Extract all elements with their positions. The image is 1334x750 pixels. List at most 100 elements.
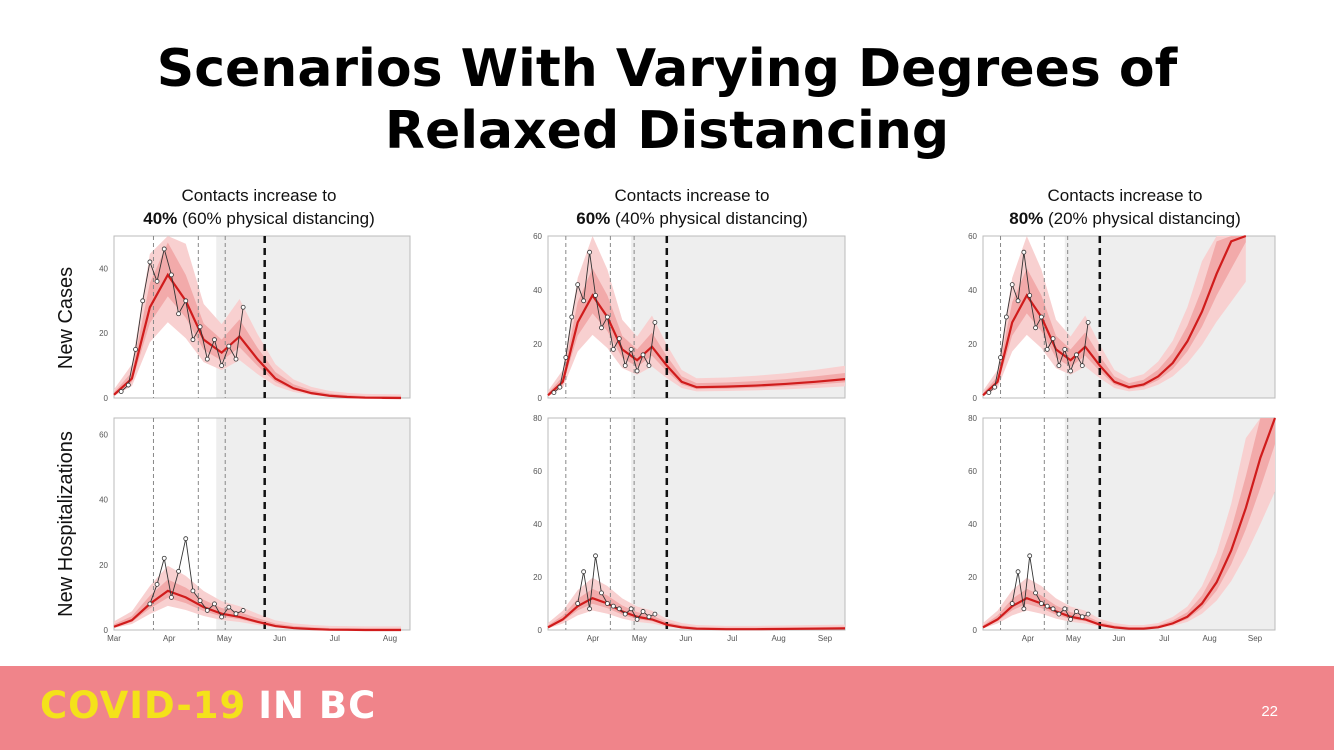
x-tick-label: Aug <box>383 634 397 643</box>
observed-point <box>1003 314 1009 320</box>
chart-heading-percent: 60% <box>576 209 615 228</box>
y-tick-label: 40 <box>968 520 977 529</box>
uncertainty-band-inner <box>548 268 845 396</box>
observed-point <box>986 390 992 396</box>
observed-point <box>575 282 581 288</box>
observed-point <box>1009 601 1015 606</box>
model-median-line <box>982 234 1247 397</box>
observed-point <box>652 611 658 617</box>
x-tick-label: Jun <box>273 634 286 643</box>
observed-point <box>1044 603 1050 609</box>
chart-heading-line-2: 80% (20% physical distancing) <box>1009 209 1241 228</box>
observed-point <box>640 609 646 614</box>
observed-point <box>616 606 622 612</box>
observed-point <box>176 311 181 317</box>
observed-point <box>569 314 575 320</box>
observed-point <box>118 389 124 394</box>
observed-point <box>1027 292 1033 298</box>
slide-title: Scenarios With Varying Degrees of Relaxe… <box>0 38 1334 162</box>
observed-point <box>212 337 217 343</box>
observed-point <box>1044 346 1050 352</box>
chart-heading-line-2: 60% (40% physical distancing) <box>576 209 808 228</box>
uncertainty-band-inner <box>114 579 402 630</box>
y-tick-label: 40 <box>99 496 108 505</box>
panel-frame <box>982 235 1276 399</box>
observed-point <box>147 601 153 607</box>
observed-point <box>204 356 210 362</box>
observed-point <box>1027 553 1033 559</box>
x-tick-label: Apr <box>1022 634 1035 643</box>
chart-heading-line-2: 40% (60% physical distancing) <box>143 209 375 228</box>
y-tick-label: 60 <box>968 467 977 476</box>
y-tick-label: 60 <box>99 430 108 439</box>
y-tick-label: 80 <box>968 414 977 423</box>
observed-point <box>1085 611 1091 617</box>
observed-point <box>226 343 232 349</box>
chart-panel: 0 20 40 60 <box>533 232 846 403</box>
slide-title-line-1: Scenarios With Varying Degrees of <box>156 39 1178 99</box>
observed-point <box>587 249 592 255</box>
y-tick-label: 60 <box>533 232 542 241</box>
observed-point <box>1079 363 1085 369</box>
observed-point <box>219 363 225 369</box>
observed-point <box>240 304 246 310</box>
model-median-line <box>982 417 1277 630</box>
brand-in-bc: IN BC <box>258 684 377 727</box>
observed-point <box>1033 590 1038 596</box>
chart-panel: 0 20 40 60 Mar Apr May Jun Jul Aug <box>99 417 411 643</box>
chart-heading-rest: (20% physical distancing) <box>1048 209 1241 228</box>
observed-point <box>610 603 616 609</box>
chart-panel: 0 20 40 60 <box>968 232 1276 403</box>
chart-heading-percent: 80% <box>1009 209 1048 228</box>
x-tick-label: May <box>632 634 647 643</box>
uncertainty-band-outer <box>114 565 402 630</box>
observed-point <box>1068 617 1073 622</box>
observed-point <box>992 384 998 390</box>
observed-point <box>212 601 217 607</box>
observed-point <box>140 298 146 304</box>
observed-point <box>1085 319 1091 325</box>
observed-point <box>599 325 604 331</box>
x-tick-label: Jul <box>330 634 340 643</box>
observed-point <box>1050 606 1056 612</box>
observed-point <box>219 614 225 620</box>
observed-point <box>1015 298 1021 304</box>
x-tick-label: Jul <box>1159 634 1169 643</box>
x-tick-label: Aug <box>771 634 785 643</box>
observed-point <box>197 324 203 330</box>
observed-point <box>204 608 210 613</box>
model-median-line <box>547 597 846 631</box>
chart-heading-rest: (60% physical distancing) <box>182 209 375 228</box>
model-median-line <box>547 293 846 397</box>
observed-point <box>176 568 181 574</box>
observed-line <box>988 252 1089 393</box>
observed-point <box>226 604 232 610</box>
y-tick-label: 20 <box>968 573 977 582</box>
observed-point <box>581 569 587 575</box>
x-tick-label: Mar <box>107 634 121 643</box>
observed-point <box>169 594 174 600</box>
x-tick-label: Sep <box>818 634 833 643</box>
observed-point <box>233 611 239 617</box>
brand-covid19: COVID-19 <box>40 684 247 727</box>
observed-point <box>1039 601 1044 606</box>
y-tick-label: 20 <box>99 561 108 570</box>
observed-point <box>1068 368 1073 374</box>
observed-point <box>1021 606 1027 612</box>
observed-point <box>605 601 610 606</box>
page-number: 22 <box>1261 703 1278 720</box>
observed-point <box>147 259 153 265</box>
x-tick-label: Sep <box>1248 634 1263 643</box>
observed-point <box>652 319 658 325</box>
observed-point <box>634 368 640 374</box>
chart-heading-rest: (40% physical distancing) <box>615 209 808 228</box>
observed-point <box>1074 609 1079 614</box>
observed-point <box>197 598 203 604</box>
observed-point <box>1009 282 1015 288</box>
y-tick-label: 20 <box>968 340 977 349</box>
y-tick-label: 40 <box>99 264 108 273</box>
x-tick-label: Aug <box>1202 634 1216 643</box>
y-tick-label: 0 <box>104 626 109 635</box>
observed-point <box>133 346 138 352</box>
